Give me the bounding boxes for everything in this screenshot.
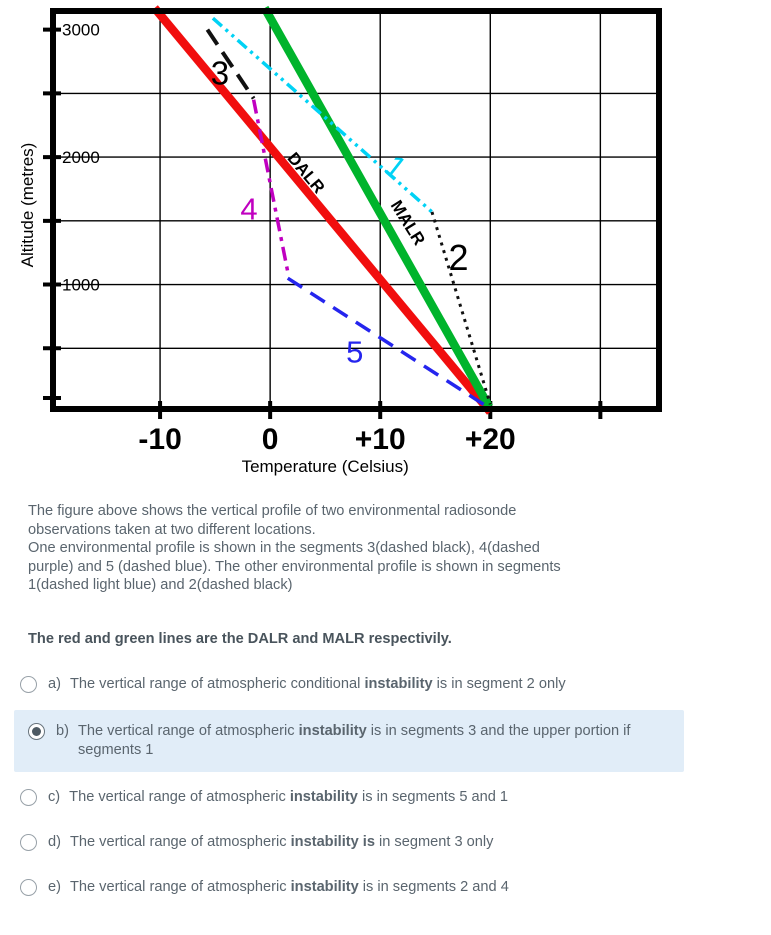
- option-text: The vertical range of atmospheric instab…: [69, 788, 509, 805]
- option-e[interactable]: e) The vertical range of atmospheric ins…: [0, 868, 771, 907]
- svg-text:2000: 2000: [62, 148, 100, 167]
- svg-text:Temperature (Celsius): Temperature (Celsius): [242, 457, 409, 476]
- radio-button-c[interactable]: [20, 788, 37, 806]
- question-line: The figure above shows the vertical prof…: [28, 503, 517, 519]
- option-letter: b): [56, 722, 69, 739]
- question-line: One environmental profile is shown in th…: [28, 540, 540, 557]
- svg-text:1000: 1000: [62, 276, 100, 295]
- option-letter: e): [48, 878, 61, 895]
- svg-text:-10: -10: [138, 423, 181, 456]
- answer-options: a) The vertical range of atmospheric con…: [0, 665, 771, 907]
- radio-button-e[interactable]: [20, 878, 37, 896]
- quiz-question-page: Altitude (metres) 3000 2000 1000 -10 0 +10 +20…: [0, 5, 771, 907]
- option-c[interactable]: c) The vertical range of atmospheric ins…: [0, 778, 771, 817]
- option-text: The vertical range of atmospheric condit…: [69, 675, 566, 692]
- option-b[interactable]: b) The vertical range of atmospheric ins…: [14, 709, 684, 772]
- svg-text:2: 2: [448, 237, 468, 278]
- y-axis-title: Altitude (metres): [18, 142, 37, 268]
- question-text: The figure above shows the vertical prof…: [28, 502, 771, 595]
- question-line: 1(dashed light blue) and 2(dashed black): [28, 577, 293, 594]
- chart-svg: 3000 2000 1000 -10 0 +10 +20 Temperature (Celsi…: [43, 5, 662, 476]
- radio-button-d[interactable]: [20, 833, 37, 851]
- svg-text:4: 4: [240, 192, 257, 227]
- radio-button-a[interactable]: [20, 675, 37, 693]
- question-emphasis: The red and green lines are the DALR and…: [28, 630, 452, 647]
- radio-button-b[interactable]: [28, 722, 45, 740]
- option-text: The vertical range of atmospheric instab…: [77, 722, 631, 758]
- option-a[interactable]: a) The vertical range of atmospheric con…: [0, 665, 771, 704]
- question-line: purple) and 5 (dashed blue). The other e…: [28, 558, 561, 575]
- option-d[interactable]: d) The vertical range of atmospheric ins…: [0, 823, 771, 862]
- lapse-rate-figure: Altitude (metres) 3000 2000 1000 -10 0 +10 +20…: [18, 5, 662, 476]
- option-letter: d): [48, 833, 61, 850]
- svg-text:5: 5: [346, 334, 363, 369]
- option-letter: a): [48, 675, 61, 692]
- option-text: The vertical range of atmospheric instab…: [69, 878, 509, 895]
- svg-text:1: 1: [378, 148, 413, 186]
- svg-text:3: 3: [211, 54, 229, 91]
- option-letter: c): [48, 788, 61, 805]
- svg-text:0: 0: [262, 423, 279, 456]
- svg-text:+20: +20: [465, 423, 516, 456]
- svg-text:+10: +10: [355, 423, 406, 456]
- option-text: The vertical range of atmospheric instab…: [69, 833, 494, 850]
- svg-text:3000: 3000: [62, 21, 100, 40]
- question-line: observations taken at two different loca…: [28, 521, 316, 538]
